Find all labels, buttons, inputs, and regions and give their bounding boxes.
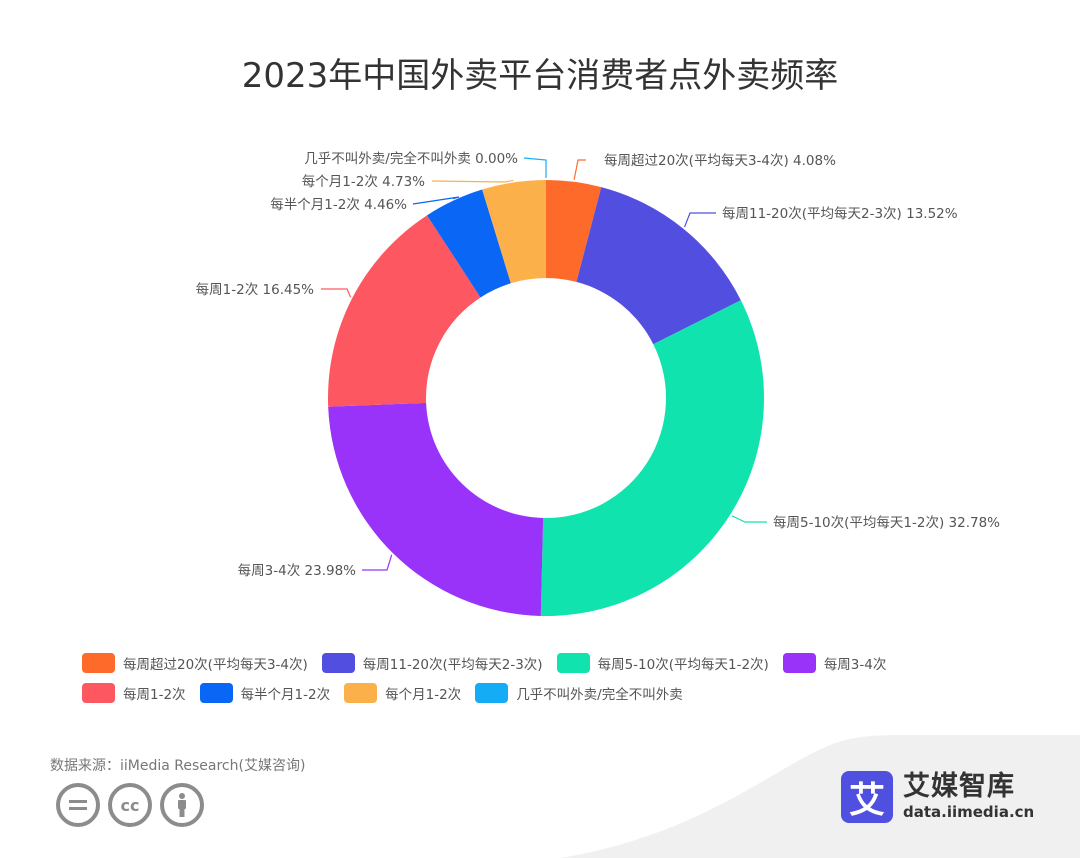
legend-label: 每周11-20次(平均每天2-3次)	[362, 657, 543, 673]
leader-line	[573, 159, 586, 180]
leader-line	[321, 288, 352, 298]
legend-swatch	[82, 653, 115, 673]
legend-item[interactable]: 每周1-2次	[82, 683, 186, 703]
legend-item[interactable]: 每周5-10次(平均每天1-2次)	[556, 653, 769, 673]
legend-swatch	[475, 683, 509, 703]
no-derivatives-icon	[56, 783, 100, 827]
leader-line	[412, 196, 460, 205]
legend-swatch	[344, 683, 378, 703]
brand-name: 艾媒智库	[903, 771, 1015, 802]
brand-url: data.iimedia.cn	[903, 803, 1035, 821]
legend-label: 每周1-2次	[123, 687, 186, 703]
data-source: 数据来源：iiMedia Research(艾媒咨询)	[50, 758, 306, 774]
legend-label: 几乎不叫外卖/完全不叫外卖	[516, 687, 683, 703]
donut-slice[interactable]	[482, 180, 546, 284]
leader-line	[362, 554, 393, 571]
brand-background	[560, 735, 1080, 858]
slice-label: 每周超过20次(平均每天3-4次) 4.08%	[604, 153, 836, 169]
legend-item[interactable]: 每周3-4次	[782, 653, 887, 673]
legend-item[interactable]: 每周超过20次(平均每天3-4次)	[82, 653, 308, 673]
legend-item[interactable]: 每个月1-2次	[344, 683, 461, 703]
legend-row: 每周超过20次(平均每天3-4次) 每周11-20次(平均每天2-3次) 每周5-1…	[82, 650, 1042, 676]
donut-slice[interactable]	[540, 300, 764, 617]
legend-label: 每周3-4次	[823, 657, 887, 673]
leader-line	[431, 179, 514, 183]
legend-label: 每周5-10次(平均每天1-2次)	[597, 657, 769, 673]
leader-line	[731, 515, 767, 523]
legend-swatch	[82, 683, 115, 703]
slice-label: 每周3-4次 23.98%	[238, 563, 356, 579]
slice-label: 每周5-10次(平均每天1-2次) 32.78%	[773, 515, 1000, 531]
leader-line	[523, 157, 547, 178]
slice-label: 几乎不叫外卖/完全不叫外卖 0.00%	[304, 150, 518, 167]
donut-slice[interactable]	[328, 402, 544, 616]
attribution-person-icon	[160, 783, 204, 827]
legend-swatch	[321, 653, 355, 673]
brand-logo-block: 艾 艾媒智库 data.iimedia.cn	[841, 771, 1034, 823]
donut-slice[interactable]	[576, 187, 741, 345]
legend-item[interactable]: 几乎不叫外卖/完全不叫外卖	[475, 683, 683, 703]
brand-logo-icon: 艾	[841, 771, 893, 823]
legend-row: 每周1-2次 每半个月1-2次 每个月1-2次 几乎不叫外卖/完全不叫外卖	[82, 680, 1042, 706]
donut-slice[interactable]	[546, 180, 602, 282]
legend-label: 每周超过20次(平均每天3-4次)	[123, 657, 308, 673]
slice-label: 每半个月1-2次 4.46%	[270, 197, 407, 213]
legend-swatch	[556, 653, 590, 673]
chart-legend: 每周超过20次(平均每天3-4次) 每周11-20次(平均每天2-3次) 每周5-1…	[82, 650, 1042, 710]
legend-label: 每个月1-2次	[385, 687, 462, 703]
leader-line	[683, 212, 716, 228]
slice-label: 每个月1-2次 4.73%	[302, 174, 425, 190]
donut-slice[interactable]	[328, 215, 481, 407]
creative-commons-icon: cc	[108, 783, 152, 827]
donut-slice[interactable]	[427, 189, 511, 298]
legend-swatch	[199, 683, 233, 703]
legend-item[interactable]: 每周11-20次(平均每天2-3次)	[321, 653, 543, 673]
legend-item[interactable]: 每半个月1-2次	[199, 683, 331, 703]
chart-title: 2023年中国外卖平台消费者点外卖频率	[241, 56, 839, 96]
license-icons: cc	[56, 783, 204, 827]
slice-label: 每周11-20次(平均每天2-3次) 13.52%	[722, 206, 958, 222]
slice-label: 每周1-2次 16.45%	[196, 282, 314, 298]
legend-swatch	[782, 653, 816, 673]
legend-label: 每半个月1-2次	[240, 687, 331, 703]
